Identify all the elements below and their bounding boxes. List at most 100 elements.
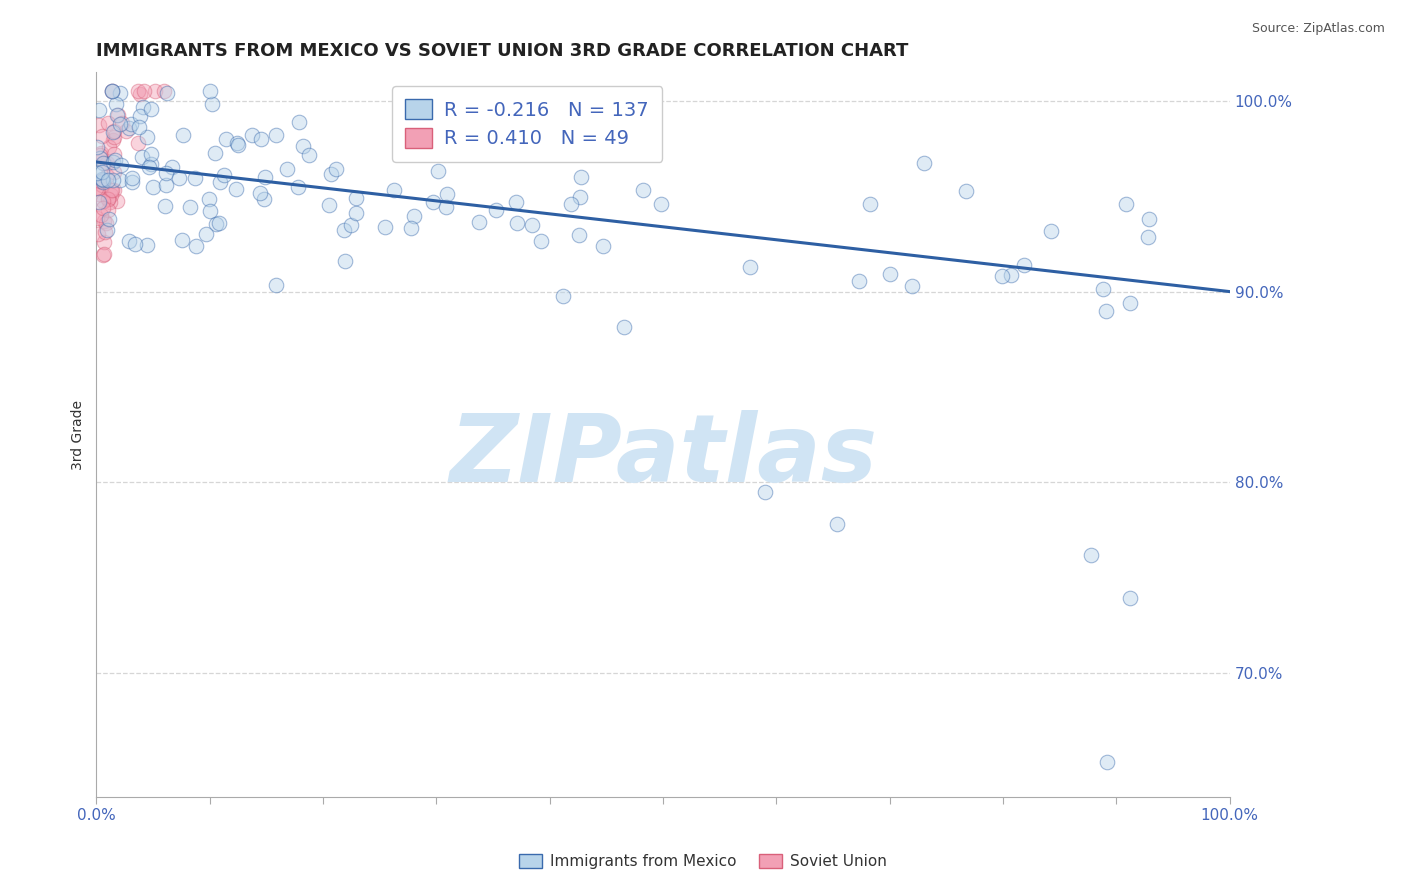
Point <box>97 173 120 187</box>
Point <box>128 120 150 135</box>
Point <box>1136 230 1159 244</box>
Point <box>142 180 165 194</box>
Point <box>592 239 614 253</box>
Point <box>1039 224 1062 238</box>
Point <box>91 201 114 215</box>
Point <box>912 156 935 170</box>
Point <box>90 171 112 186</box>
Point <box>101 85 124 99</box>
Point <box>96 169 118 183</box>
Point <box>93 247 115 261</box>
Point <box>105 108 128 122</box>
Point <box>101 133 124 147</box>
Point <box>131 150 153 164</box>
Point <box>155 178 177 192</box>
Point <box>91 247 114 261</box>
Point <box>333 223 356 237</box>
Point <box>100 183 122 197</box>
Point <box>127 85 149 99</box>
Point <box>543 144 565 158</box>
Point <box>569 169 592 184</box>
Point <box>560 197 582 211</box>
Point <box>131 100 153 114</box>
Point <box>100 85 122 99</box>
Point <box>434 200 457 214</box>
Point <box>91 173 114 187</box>
Point <box>318 198 340 212</box>
Point <box>103 147 125 161</box>
Point <box>200 97 222 112</box>
Point <box>169 171 191 186</box>
Point <box>86 140 108 154</box>
Point <box>901 278 924 293</box>
Point <box>110 158 132 172</box>
Point <box>100 183 122 197</box>
Point <box>93 235 115 249</box>
Point <box>96 116 118 130</box>
Point <box>135 130 157 145</box>
Point <box>108 117 131 131</box>
Point <box>373 219 395 234</box>
Point <box>100 187 122 202</box>
Point <box>103 182 125 196</box>
Point <box>97 203 120 218</box>
Point <box>128 87 150 102</box>
Point <box>276 162 298 177</box>
Point <box>101 85 124 99</box>
Point <box>179 200 201 214</box>
Point <box>990 269 1012 284</box>
Point <box>108 87 131 101</box>
Point <box>195 227 218 241</box>
Point <box>505 194 527 209</box>
Point <box>90 145 112 160</box>
Point <box>93 214 115 228</box>
Point <box>129 109 152 123</box>
Point <box>101 173 124 187</box>
Point <box>89 103 111 117</box>
Point <box>205 217 228 231</box>
Point <box>98 195 121 210</box>
Point <box>253 170 276 185</box>
Point <box>567 227 589 242</box>
Point <box>153 199 176 213</box>
Point <box>124 236 146 251</box>
Point <box>955 184 977 198</box>
Point <box>105 194 128 209</box>
Point <box>200 85 222 99</box>
Point <box>87 119 110 133</box>
Point <box>97 212 120 227</box>
Point <box>1137 211 1160 226</box>
Point <box>292 139 315 153</box>
Point <box>208 175 231 189</box>
Text: ZIPatlas: ZIPatlas <box>449 410 877 502</box>
Point <box>288 114 311 128</box>
Point <box>520 218 543 232</box>
Point <box>170 233 193 247</box>
Point <box>90 178 112 193</box>
Point <box>1097 756 1119 770</box>
Point <box>86 211 108 225</box>
Point <box>139 102 162 116</box>
Point <box>120 117 142 131</box>
Point <box>1000 268 1022 282</box>
Point <box>249 186 271 201</box>
Point <box>91 194 114 208</box>
Point <box>249 132 271 146</box>
Point <box>96 156 118 170</box>
Point <box>225 182 247 196</box>
Point <box>426 164 449 178</box>
Point <box>1080 548 1102 562</box>
Point <box>402 143 425 157</box>
Point <box>226 138 249 153</box>
Point <box>96 216 118 230</box>
Point <box>136 237 159 252</box>
Point <box>298 148 321 162</box>
Point <box>89 148 111 162</box>
Point <box>253 192 276 206</box>
Point <box>484 203 506 218</box>
Point <box>264 277 287 292</box>
Point <box>553 289 575 303</box>
Point <box>97 192 120 206</box>
Point <box>86 165 108 179</box>
Point <box>858 197 880 211</box>
